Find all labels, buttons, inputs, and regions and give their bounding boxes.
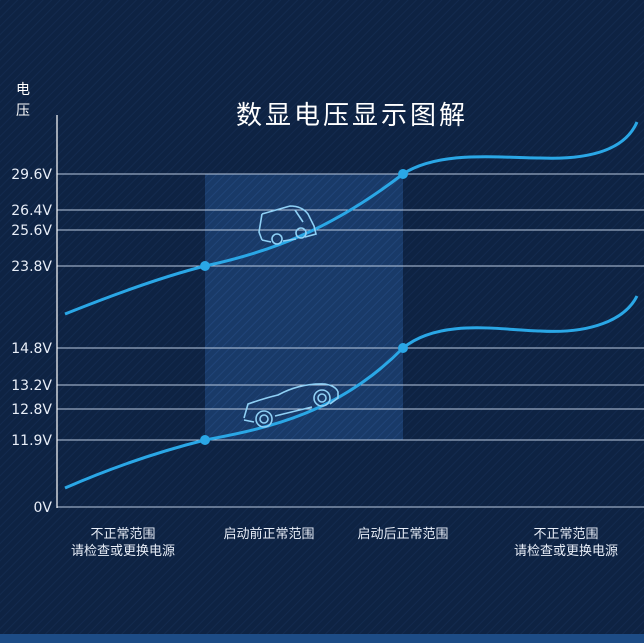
normal-range-highlight [205,174,403,440]
y-tick-label: 26.4V [11,203,52,219]
region-label: 不正常范围 [90,527,155,542]
lower-curve [64,295,639,490]
point [398,169,408,179]
y-tick-label: 25.6V [11,223,52,239]
point [398,343,408,353]
van-icon [258,205,317,245]
region-label: 请检查或更换电源 [71,544,175,559]
point [200,261,210,271]
y-tick-label: 29.6V [11,167,52,183]
car-icon [243,383,339,428]
title: 数显电压显示图解 [236,101,468,131]
region-label: 启动前正常范围 [223,526,314,542]
y-tick-label: 0V [34,500,53,516]
region-label: 不正常范围 [533,527,598,542]
point [200,435,210,445]
y-tick-label: 13.2V [11,378,52,394]
region-label: 请检查或更换电源 [514,544,618,559]
y-axis-label: 压 [16,103,30,119]
curve-points [200,169,408,445]
y-tick-label: 14.8V [11,341,52,357]
bottom-strip [0,634,644,643]
upper-curve [64,121,639,316]
y-tick-label: 23.8V [11,259,52,275]
y-axis-label: 电 [16,82,30,98]
y-tick-label: 11.9V [11,433,52,449]
y-tick-label: 12.8V [11,402,52,418]
region-label: 启动后正常范围 [357,527,448,542]
